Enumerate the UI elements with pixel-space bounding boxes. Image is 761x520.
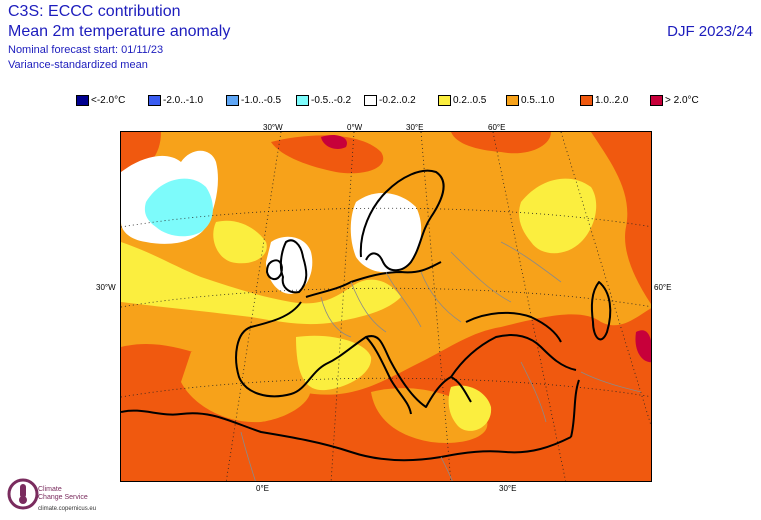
coastline-caspian xyxy=(590,281,612,341)
border-line xyxy=(385,271,422,328)
anomaly-area-yellow-west-med xyxy=(296,335,372,391)
method-note: Variance-standardized mean xyxy=(8,59,148,71)
border-line xyxy=(520,361,547,423)
logo-name-line2: Change Service xyxy=(38,494,88,501)
lon-label-60e-top: 60°E xyxy=(488,123,506,132)
legend-label: -2.0..-1.0 xyxy=(163,94,204,106)
lat-label-right: 60°E xyxy=(654,283,672,292)
coastline-scandinavia xyxy=(359,169,445,272)
legend-label: -0.5..-0.2 xyxy=(311,94,352,106)
legend-item-m02-p02: -0.2..0.2 xyxy=(364,93,416,107)
forecast-start: Nominal forecast start: 01/11/23 xyxy=(8,44,164,56)
lat-label-left: 30°W xyxy=(96,283,116,292)
border-line xyxy=(500,241,562,283)
legend-label: 0.5..1.0 xyxy=(521,94,555,106)
border-line xyxy=(240,431,256,481)
coastline-black-sea-south xyxy=(450,334,577,378)
legend-label: -1.0..-0.5 xyxy=(241,94,282,106)
anomaly-area-cyan-atlantic xyxy=(144,178,213,237)
anomaly-area-north-sea xyxy=(451,132,551,154)
legend-item-m05-m02: -0.5..-0.2 xyxy=(296,93,351,107)
copernicus-logo xyxy=(7,478,39,510)
border-line xyxy=(440,456,453,481)
lon-label-30w-top: 30°W xyxy=(263,123,283,132)
coastline-north-africa xyxy=(121,409,572,462)
coastline-north-europe xyxy=(305,261,442,298)
legend-swatch xyxy=(438,94,451,106)
graticule-lon-60e xyxy=(560,132,651,427)
coastline-italy xyxy=(365,336,412,415)
anomaly-area-extreme-2 xyxy=(635,330,651,363)
legend-swatch xyxy=(650,94,663,106)
anomaly-area-yellow-aegean xyxy=(448,385,492,431)
legend-item-p1-p2: 1.0..2.0 xyxy=(580,93,628,107)
legend-item-m2-m1: -2.0..-1.0 xyxy=(148,93,203,107)
graticule-lon-30e xyxy=(420,132,452,481)
graticule xyxy=(121,132,651,481)
legend-swatch xyxy=(148,94,161,106)
legend-swatch xyxy=(76,94,89,106)
legend-label: 0.2..0.5 xyxy=(453,94,487,106)
anomaly-area-north-atlantic xyxy=(271,135,384,174)
country-borders xyxy=(240,241,642,481)
legend-label: > 2.0°C xyxy=(665,94,699,106)
logo-name-line1: Climate xyxy=(38,486,62,493)
graticule-lon-30w xyxy=(225,132,282,481)
lon-label-0e-bottom: 0°E xyxy=(256,484,269,493)
lon-label-0w-top: 0°W xyxy=(347,123,363,132)
border-line xyxy=(580,371,642,393)
anomaly-area-yellow-russia xyxy=(519,178,597,254)
coastline-ireland xyxy=(266,259,283,280)
coastline-levant xyxy=(570,379,580,438)
legend-label: 1.0..2.0 xyxy=(595,94,629,106)
legend-item-p05-p1: 0.5..1.0 xyxy=(506,93,554,107)
legend-swatch xyxy=(364,94,377,106)
legend-item-gt-p2: > 2.0°C xyxy=(650,93,699,107)
legend-swatch xyxy=(580,94,593,106)
border-line xyxy=(350,281,387,333)
anomaly-area-white-scandinavia xyxy=(350,192,422,273)
coastline-med-north xyxy=(235,301,472,408)
title-variable: Mean 2m temperature anomaly xyxy=(8,23,231,40)
lon-label-30e-top: 30°E xyxy=(406,123,424,132)
legend-item-lt-m2: <-2.0°C xyxy=(76,93,125,107)
legend-item-m1-m05: -1.0..-0.5 xyxy=(226,93,281,107)
lon-label-30e-bottom: 30°E xyxy=(499,484,517,493)
logo-thermometer-bulb xyxy=(19,496,27,504)
anomaly-area-atlantic-yellow xyxy=(121,242,401,325)
logo-ring xyxy=(7,478,39,510)
border-line xyxy=(320,296,352,338)
legend-swatch xyxy=(296,94,309,106)
legend-label: -0.2..0.2 xyxy=(379,94,416,106)
legend-swatch xyxy=(226,94,239,106)
border-line xyxy=(420,271,462,323)
anomaly-area-extreme-1 xyxy=(321,135,347,149)
legend-label: <-2.0°C xyxy=(91,94,126,106)
coastline-black-sea-north xyxy=(465,311,562,343)
anomaly-map-svg xyxy=(121,132,651,481)
logo-url: climate.copernicus.eu xyxy=(38,506,97,512)
border-line xyxy=(450,251,512,303)
anomaly-area-east xyxy=(591,132,651,304)
anomaly-map xyxy=(120,131,652,482)
title-source: C3S: ECCC contribution xyxy=(8,3,181,20)
legend-swatch xyxy=(506,94,519,106)
season-label: DJF 2023/24 xyxy=(667,23,753,40)
coastlines xyxy=(121,169,612,462)
legend-item-p02-p05: 0.2..0.5 xyxy=(438,93,486,107)
anomaly-area-yellow-patch xyxy=(213,220,267,264)
logo-thermometer xyxy=(20,484,26,498)
